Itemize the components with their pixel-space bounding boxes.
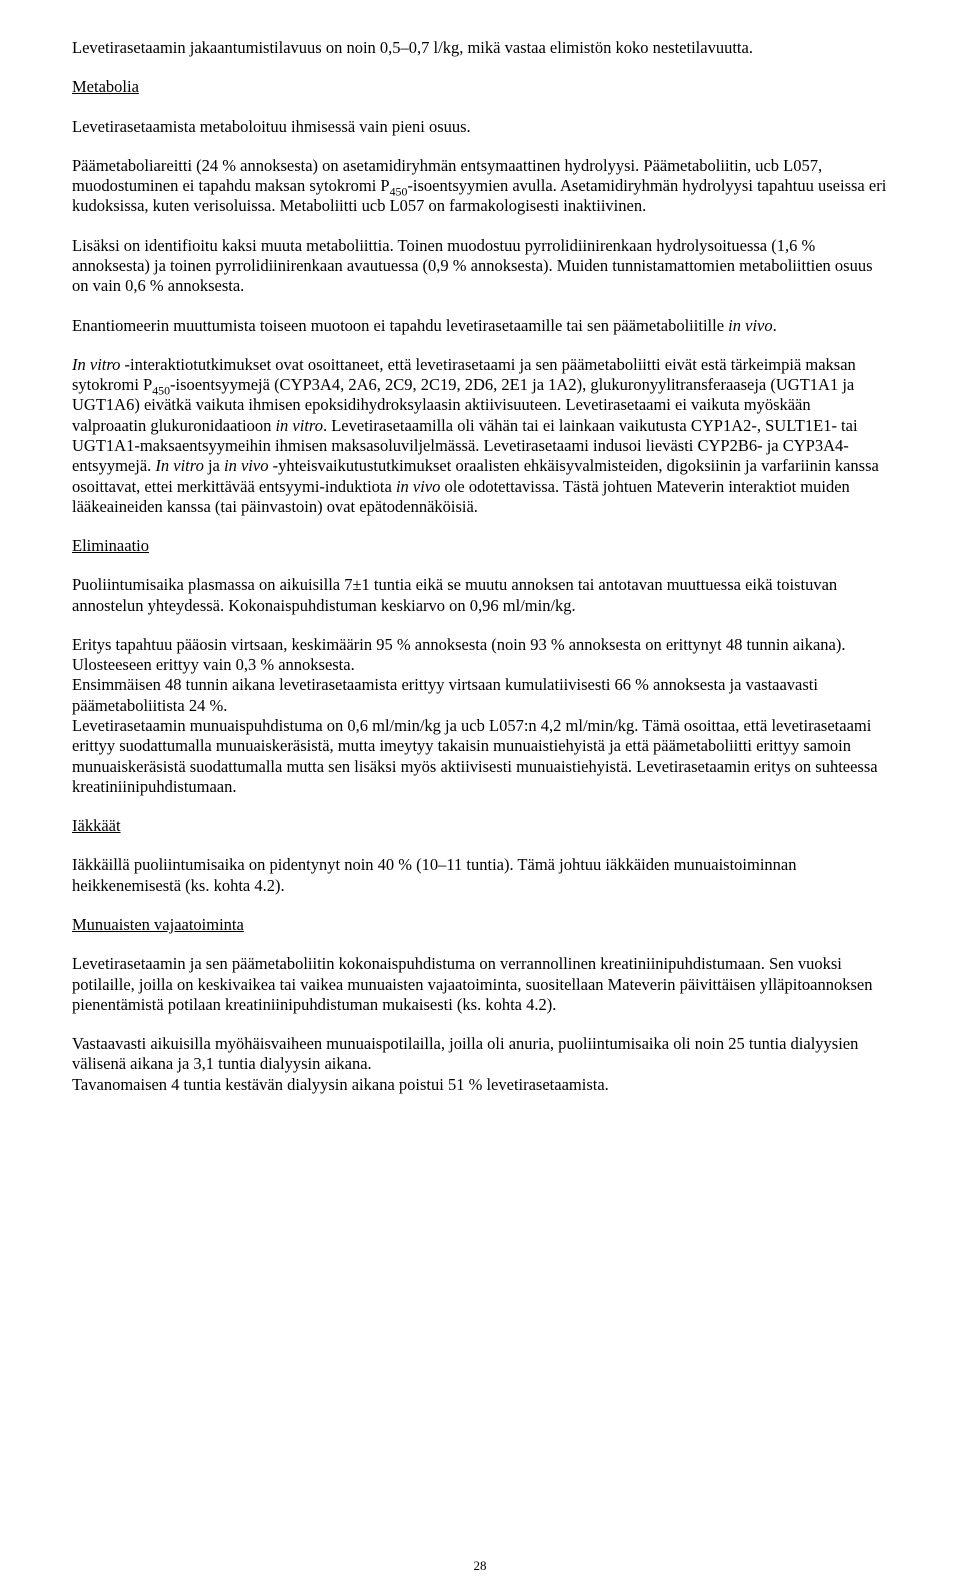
text: Tavanomaisen 4 tuntia kestävän dialyysin…: [72, 1075, 609, 1094]
text: ja: [204, 456, 224, 475]
text: Vastaavasti aikuisilla myöhäisvaiheen mu…: [72, 1034, 858, 1073]
paragraph: Levetirasetaamista metaboloituu ihmisess…: [72, 117, 888, 137]
paragraph: Lisäksi on identifioitu kaksi muuta meta…: [72, 236, 888, 297]
document-page: Levetirasetaamin jakaantumistilavuus on …: [0, 0, 960, 1592]
paragraph: Päämetaboliareitti (24 % annoksesta) on …: [72, 156, 888, 217]
page-number: 28: [0, 1558, 960, 1574]
paragraph: Vastaavasti aikuisilla myöhäisvaiheen mu…: [72, 1034, 888, 1095]
paragraph: Levetirasetaamin ja sen päämetaboliitin …: [72, 954, 888, 1015]
italic-text: In vitro: [72, 355, 120, 374]
paragraph: Iäkkäillä puoliintumisaika on pidentynyt…: [72, 855, 888, 896]
paragraph: Enantiomeerin muuttumista toiseen muotoo…: [72, 316, 888, 336]
italic-text: in vivo: [728, 316, 772, 335]
text: Eritys tapahtuu pääosin virtsaan, keskim…: [72, 635, 846, 674]
text: Ensimmäisen 48 tunnin aikana levetiraset…: [72, 675, 818, 714]
section-heading-eliminaatio: Eliminaatio: [72, 536, 888, 556]
italic-text: In vitro: [155, 456, 203, 475]
italic-text: in vivo: [396, 477, 440, 496]
section-heading-munuaisten: Munuaisten vajaatoiminta: [72, 915, 888, 935]
italic-text: in vivo: [224, 456, 268, 475]
paragraph: Eritys tapahtuu pääosin virtsaan, keskim…: [72, 635, 888, 797]
paragraph: In vitro -interaktiotutkimukset ovat oso…: [72, 355, 888, 517]
section-heading-iakkaat: Iäkkäät: [72, 816, 888, 836]
text: Enantiomeerin muuttumista toiseen muotoo…: [72, 316, 728, 335]
text: Levetirasetaamin munuaispuhdistuma on 0,…: [72, 716, 878, 796]
text: .: [773, 316, 777, 335]
paragraph: Levetirasetaamin jakaantumistilavuus on …: [72, 38, 888, 58]
section-heading-metabolia: Metabolia: [72, 77, 888, 97]
paragraph: Puoliintumisaika plasmassa on aikuisilla…: [72, 575, 888, 616]
italic-text: in vitro: [275, 416, 323, 435]
